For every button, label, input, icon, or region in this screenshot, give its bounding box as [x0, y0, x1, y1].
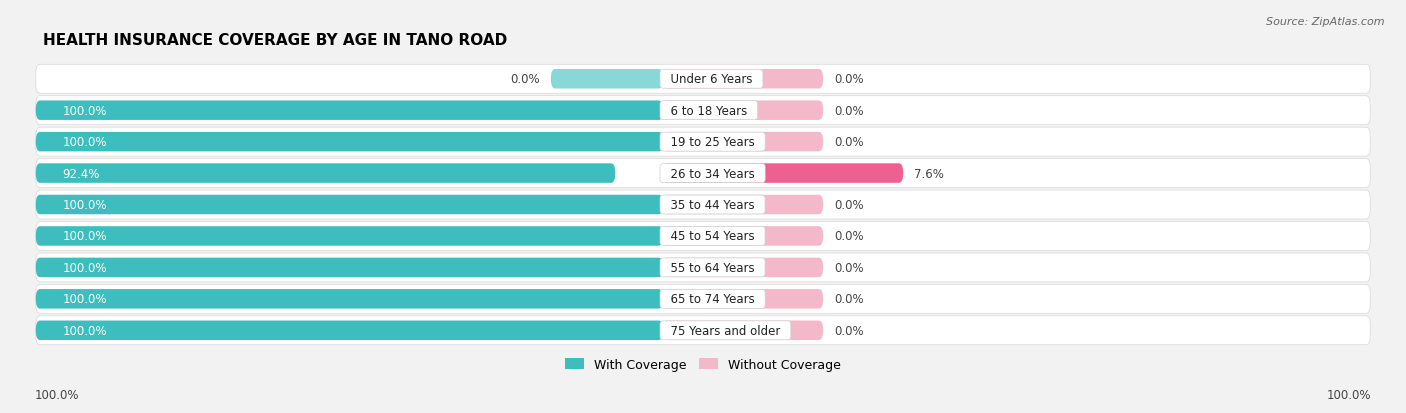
FancyBboxPatch shape: [664, 164, 903, 183]
FancyBboxPatch shape: [664, 290, 823, 309]
Text: 100.0%: 100.0%: [62, 104, 107, 117]
FancyBboxPatch shape: [35, 316, 1371, 345]
FancyBboxPatch shape: [35, 290, 664, 309]
FancyBboxPatch shape: [35, 227, 664, 246]
FancyBboxPatch shape: [35, 164, 616, 183]
FancyBboxPatch shape: [35, 65, 1371, 94]
FancyBboxPatch shape: [35, 128, 1371, 157]
Text: 100.0%: 100.0%: [62, 136, 107, 149]
Text: 100.0%: 100.0%: [62, 261, 107, 274]
FancyBboxPatch shape: [35, 101, 664, 121]
Text: 35 to 44 Years: 35 to 44 Years: [664, 199, 762, 211]
FancyBboxPatch shape: [35, 285, 1371, 313]
FancyBboxPatch shape: [664, 101, 823, 121]
FancyBboxPatch shape: [35, 253, 1371, 282]
FancyBboxPatch shape: [664, 70, 823, 89]
Text: HEALTH INSURANCE COVERAGE BY AGE IN TANO ROAD: HEALTH INSURANCE COVERAGE BY AGE IN TANO…: [42, 33, 506, 47]
Text: 0.0%: 0.0%: [834, 324, 863, 337]
FancyBboxPatch shape: [664, 258, 823, 278]
FancyBboxPatch shape: [35, 321, 664, 340]
Text: 0.0%: 0.0%: [834, 230, 863, 243]
Text: 0.0%: 0.0%: [834, 261, 863, 274]
Text: Source: ZipAtlas.com: Source: ZipAtlas.com: [1267, 17, 1385, 26]
Text: 100.0%: 100.0%: [62, 293, 107, 306]
Text: 26 to 34 Years: 26 to 34 Years: [664, 167, 762, 180]
FancyBboxPatch shape: [35, 97, 1371, 126]
Text: 0.0%: 0.0%: [510, 73, 540, 86]
FancyBboxPatch shape: [35, 133, 664, 152]
Text: 92.4%: 92.4%: [62, 167, 100, 180]
FancyBboxPatch shape: [35, 190, 1371, 219]
Text: 19 to 25 Years: 19 to 25 Years: [664, 136, 762, 149]
FancyBboxPatch shape: [35, 159, 1371, 188]
Text: 100.0%: 100.0%: [62, 324, 107, 337]
FancyBboxPatch shape: [664, 321, 823, 340]
Text: 0.0%: 0.0%: [834, 293, 863, 306]
FancyBboxPatch shape: [35, 258, 664, 278]
Text: 55 to 64 Years: 55 to 64 Years: [664, 261, 762, 274]
Text: 75 Years and older: 75 Years and older: [664, 324, 787, 337]
Text: 6 to 18 Years: 6 to 18 Years: [664, 104, 755, 117]
Text: 0.0%: 0.0%: [834, 73, 863, 86]
FancyBboxPatch shape: [664, 227, 823, 246]
Text: 0.0%: 0.0%: [834, 104, 863, 117]
FancyBboxPatch shape: [664, 195, 823, 215]
Text: 0.0%: 0.0%: [834, 136, 863, 149]
Text: 7.6%: 7.6%: [914, 167, 943, 180]
Text: 100.0%: 100.0%: [1326, 388, 1371, 401]
Text: 45 to 54 Years: 45 to 54 Years: [664, 230, 762, 243]
Text: Under 6 Years: Under 6 Years: [664, 73, 761, 86]
FancyBboxPatch shape: [664, 133, 823, 152]
Text: 100.0%: 100.0%: [35, 388, 80, 401]
FancyBboxPatch shape: [551, 70, 664, 89]
Text: 100.0%: 100.0%: [62, 199, 107, 211]
Text: 100.0%: 100.0%: [62, 230, 107, 243]
FancyBboxPatch shape: [35, 222, 1371, 251]
Legend: With Coverage, Without Coverage: With Coverage, Without Coverage: [565, 358, 841, 371]
Text: 65 to 74 Years: 65 to 74 Years: [664, 293, 762, 306]
Text: 0.0%: 0.0%: [834, 199, 863, 211]
FancyBboxPatch shape: [35, 195, 664, 215]
